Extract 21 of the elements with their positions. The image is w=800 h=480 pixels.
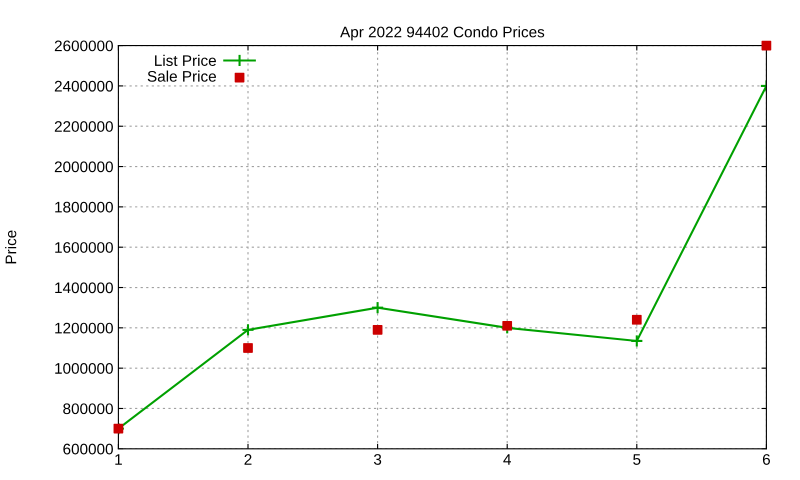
y-tick-label: 1800000 xyxy=(55,202,113,213)
y-tick-label: 2000000 xyxy=(54,161,113,172)
legend-label: Sale Price xyxy=(148,70,216,82)
x-tick-label: 5 xyxy=(633,454,640,465)
x-tick-label: 4 xyxy=(503,454,511,465)
y-tick-label: 2400000 xyxy=(54,80,113,92)
y-tick-label: 1200000 xyxy=(55,322,113,334)
legend-label: List Price xyxy=(155,54,216,66)
y-tick-label: 600000 xyxy=(63,444,113,454)
chart-title: Apr 2022 94402 Condo Prices xyxy=(340,26,544,40)
y-tick-label: 2200000 xyxy=(54,121,113,132)
y-axis-title: Price xyxy=(5,230,16,264)
x-tick-label: 2 xyxy=(244,454,252,465)
x-tick-label: 6 xyxy=(762,454,770,465)
y-tick-label: 1000000 xyxy=(55,363,113,374)
x-tick-label: 3 xyxy=(374,454,382,465)
y-tick-label: 800000 xyxy=(63,403,113,414)
y-tick-label: 1600000 xyxy=(55,242,113,253)
y-tick-label: 1400000 xyxy=(55,282,113,294)
y-tick-label: 2600000 xyxy=(54,40,113,52)
x-tick-label: 1 xyxy=(115,454,122,465)
